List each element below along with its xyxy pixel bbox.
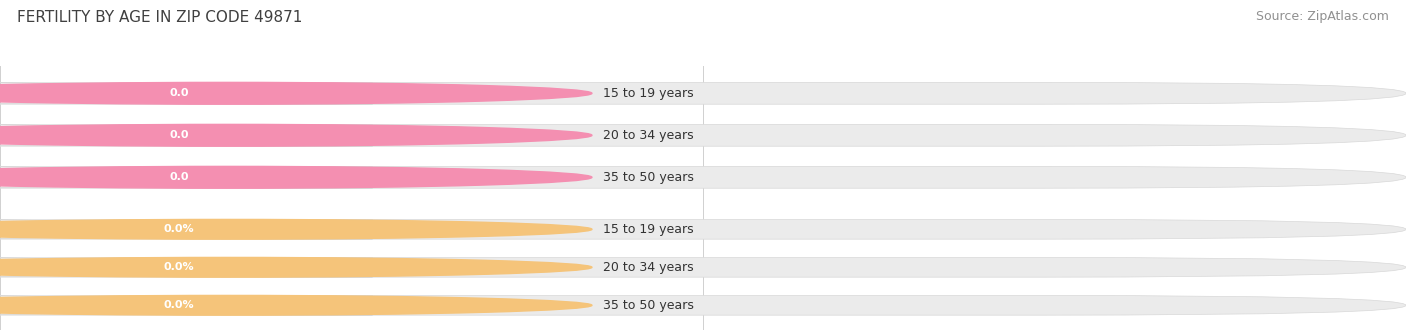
Circle shape (0, 124, 592, 146)
FancyBboxPatch shape (0, 257, 373, 277)
FancyBboxPatch shape (7, 166, 1406, 188)
Text: 20 to 34 years: 20 to 34 years (603, 261, 693, 274)
FancyBboxPatch shape (7, 82, 1406, 104)
FancyBboxPatch shape (7, 124, 1406, 146)
Text: 0.0%: 0.0% (165, 224, 194, 234)
Text: 0.0: 0.0 (170, 88, 188, 98)
FancyBboxPatch shape (7, 295, 1406, 315)
Text: 20 to 34 years: 20 to 34 years (603, 129, 693, 142)
Text: 15 to 19 years: 15 to 19 years (603, 87, 693, 100)
FancyBboxPatch shape (0, 220, 396, 238)
Text: FERTILITY BY AGE IN ZIP CODE 49871: FERTILITY BY AGE IN ZIP CODE 49871 (17, 10, 302, 25)
Text: Source: ZipAtlas.com: Source: ZipAtlas.com (1256, 10, 1389, 23)
FancyBboxPatch shape (0, 82, 373, 104)
Text: 0.0: 0.0 (170, 130, 188, 140)
Text: 35 to 50 years: 35 to 50 years (603, 171, 695, 184)
Text: 0.0%: 0.0% (165, 262, 194, 272)
Circle shape (0, 257, 592, 277)
FancyBboxPatch shape (0, 166, 373, 188)
FancyBboxPatch shape (0, 168, 396, 187)
Text: 15 to 19 years: 15 to 19 years (603, 223, 693, 236)
Circle shape (0, 82, 592, 104)
FancyBboxPatch shape (0, 297, 396, 314)
FancyBboxPatch shape (0, 259, 396, 276)
FancyBboxPatch shape (7, 257, 1406, 277)
FancyBboxPatch shape (0, 83, 396, 103)
Circle shape (0, 219, 592, 239)
FancyBboxPatch shape (0, 295, 373, 315)
Circle shape (0, 295, 592, 315)
Circle shape (0, 166, 592, 188)
Text: 35 to 50 years: 35 to 50 years (603, 299, 695, 312)
FancyBboxPatch shape (0, 124, 373, 146)
Text: 0.0: 0.0 (170, 172, 188, 182)
FancyBboxPatch shape (0, 219, 373, 239)
FancyBboxPatch shape (7, 219, 1406, 239)
Text: 0.0%: 0.0% (165, 300, 194, 310)
FancyBboxPatch shape (0, 126, 396, 145)
